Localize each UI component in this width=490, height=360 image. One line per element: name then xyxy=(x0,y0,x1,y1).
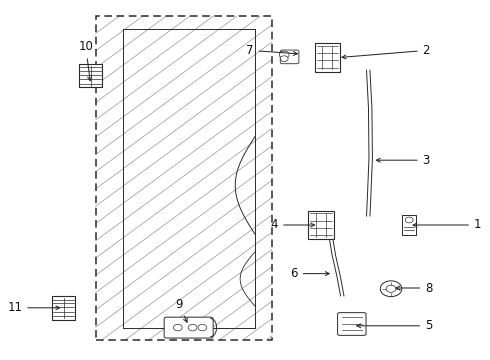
Circle shape xyxy=(280,56,288,62)
Circle shape xyxy=(188,324,197,331)
FancyBboxPatch shape xyxy=(402,215,416,235)
Circle shape xyxy=(405,217,413,223)
Circle shape xyxy=(173,324,182,331)
Text: 3: 3 xyxy=(376,154,430,167)
FancyBboxPatch shape xyxy=(52,296,75,320)
FancyBboxPatch shape xyxy=(338,312,366,336)
Text: 9: 9 xyxy=(175,298,187,322)
Text: 7: 7 xyxy=(246,44,297,57)
Text: 2: 2 xyxy=(342,44,430,59)
FancyBboxPatch shape xyxy=(79,64,102,87)
Text: 10: 10 xyxy=(78,40,93,81)
Polygon shape xyxy=(96,16,272,340)
Circle shape xyxy=(198,324,207,331)
Circle shape xyxy=(279,51,289,58)
Text: 8: 8 xyxy=(396,282,433,294)
Circle shape xyxy=(380,281,402,297)
FancyBboxPatch shape xyxy=(315,43,340,72)
FancyBboxPatch shape xyxy=(280,50,299,64)
Text: 11: 11 xyxy=(7,301,60,314)
Text: 5: 5 xyxy=(357,319,433,332)
Text: 4: 4 xyxy=(270,219,315,231)
Text: 6: 6 xyxy=(290,267,329,280)
Text: 1: 1 xyxy=(413,219,482,231)
FancyBboxPatch shape xyxy=(164,317,213,338)
FancyBboxPatch shape xyxy=(308,211,334,239)
